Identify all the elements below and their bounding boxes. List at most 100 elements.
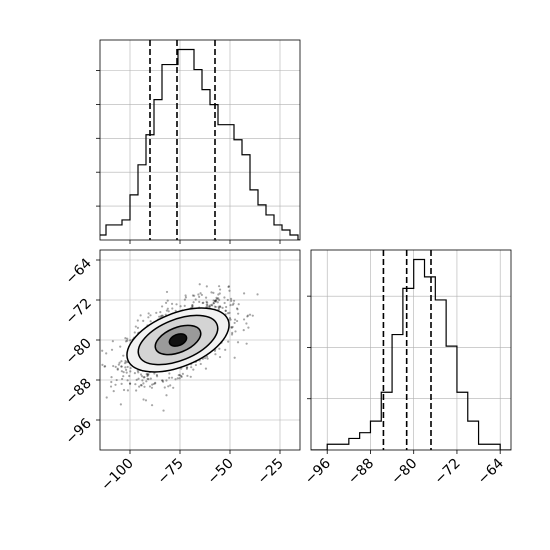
scatter-point — [109, 385, 113, 388]
scatter-point — [211, 304, 214, 307]
scatter-point — [112, 390, 115, 393]
scatter-point — [234, 330, 237, 333]
scatter-point — [126, 379, 129, 382]
scatter-point — [119, 345, 122, 348]
scatter-point — [218, 288, 222, 291]
scatter-point — [183, 304, 186, 307]
scatter-point — [134, 383, 137, 386]
scatter-point — [138, 385, 141, 388]
scatter-point — [230, 299, 233, 302]
scatter-point — [126, 365, 129, 369]
scatter-point — [129, 366, 132, 370]
scatter-point — [145, 380, 148, 383]
y-tick-label: −80 — [63, 336, 95, 368]
scatter-point — [217, 293, 220, 296]
scatter-point — [119, 403, 122, 406]
scatter-point — [218, 347, 221, 350]
scatter-point — [125, 368, 128, 371]
density-2d-tick-labels: −100 −75 −50 −25 −64 −72 −80 −88 −96 — [63, 255, 287, 494]
scatter-point — [205, 300, 208, 304]
scatter-point — [124, 340, 128, 343]
scatter-point — [191, 304, 194, 307]
scatter-point — [212, 302, 215, 305]
scatter-point — [214, 299, 218, 302]
scatter-point — [146, 377, 149, 380]
scatter-point — [216, 301, 219, 304]
scatter-point — [236, 341, 240, 344]
scatter-point — [179, 305, 182, 308]
scatter-point — [114, 365, 117, 368]
scatter-point — [147, 378, 150, 381]
scatter-point — [111, 340, 114, 343]
scatter-point — [181, 372, 185, 375]
scatter-point — [228, 311, 231, 314]
scatter-point — [217, 297, 220, 300]
histogram-y-frame — [310, 249, 512, 451]
scatter-point — [101, 363, 104, 366]
scatter-point — [228, 317, 232, 320]
scatter-point — [233, 356, 236, 359]
scatter-point — [213, 299, 216, 302]
x-tick-label: −100 — [98, 456, 137, 495]
x-tick-label: −96 — [302, 455, 334, 487]
scatter-point — [105, 396, 108, 399]
scatter-point — [129, 339, 132, 342]
scatter-point — [178, 374, 181, 377]
histogram-x-panel — [96, 39, 301, 244]
scatter-point — [142, 376, 145, 379]
scatter-point — [214, 353, 217, 356]
scatter-point — [225, 305, 228, 309]
histogram-x-step-line — [100, 48, 300, 240]
scatter-point — [154, 381, 157, 384]
scatter-point — [231, 331, 234, 335]
scatter-point — [110, 376, 113, 379]
histogram-x-frame — [99, 39, 301, 241]
scatter-point — [233, 321, 236, 325]
scatter-point — [218, 292, 221, 295]
scatter-point — [122, 371, 125, 374]
scatter-point — [230, 326, 233, 329]
scatter-point — [184, 294, 187, 297]
scatter-point — [218, 298, 221, 302]
scatter-point — [230, 333, 234, 336]
scatter-point — [227, 285, 230, 288]
scatter-point — [191, 304, 194, 307]
scatter-point — [246, 314, 250, 317]
scatter-point — [245, 342, 248, 345]
scatter-point — [128, 374, 131, 378]
scatter-point — [184, 296, 188, 299]
scatter-point — [214, 300, 217, 303]
scatter-point — [171, 307, 174, 310]
scatter-point — [224, 348, 227, 351]
scatter-point — [214, 305, 218, 309]
scatter-point — [236, 308, 239, 311]
scatter-point — [191, 306, 194, 309]
scatter-point — [194, 363, 198, 367]
scatter-point — [212, 299, 215, 302]
scatter-point — [226, 312, 230, 315]
scatter-point — [149, 377, 152, 380]
scatter-point — [126, 339, 129, 342]
scatter-point — [201, 301, 204, 305]
scatter-point — [143, 376, 146, 379]
scatter-point — [160, 314, 163, 317]
scatter-point — [103, 365, 107, 368]
scatter-point — [185, 367, 188, 370]
histogram-y-panel: −96 −88 −80 −72 −64 — [302, 249, 512, 488]
scatter-point — [151, 383, 154, 386]
scatter-point — [199, 292, 202, 295]
scatter-point — [214, 299, 218, 302]
scatter-point — [223, 301, 226, 305]
histogram-y-tick-labels: −96 −88 −80 −72 −64 — [302, 455, 507, 487]
scatter-point — [204, 367, 208, 370]
scatter-point — [147, 316, 150, 319]
scatter-point — [146, 374, 150, 377]
scatter-point — [105, 352, 108, 355]
scatter-point — [101, 349, 104, 352]
scatter-point — [160, 379, 164, 382]
scatter-point — [200, 293, 203, 297]
scatter-point — [112, 364, 115, 368]
scatter-point — [245, 322, 248, 325]
scatter-point — [136, 326, 140, 329]
scatter-point — [186, 374, 189, 377]
